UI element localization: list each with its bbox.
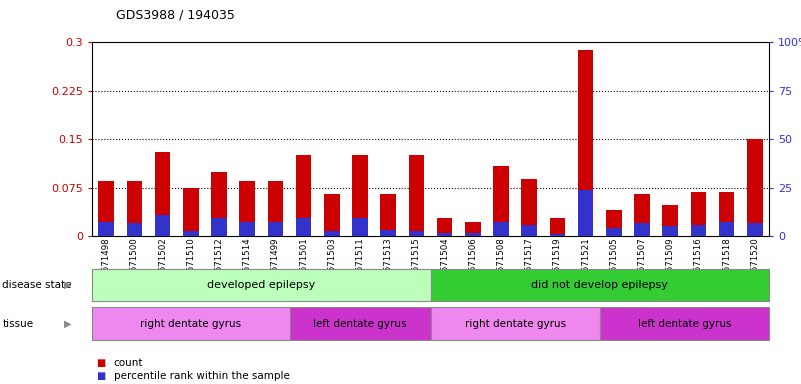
Bar: [239, 181, 255, 236]
Text: did not develop epilepsy: did not develop epilepsy: [531, 280, 668, 290]
Bar: [493, 222, 509, 236]
Bar: [662, 205, 678, 236]
Bar: [409, 156, 425, 236]
Bar: [99, 222, 114, 236]
Bar: [380, 194, 396, 236]
Bar: [578, 190, 594, 236]
Bar: [127, 223, 142, 236]
Bar: [352, 156, 368, 236]
Bar: [719, 222, 735, 236]
Bar: [352, 218, 368, 236]
Text: left dentate gyrus: left dentate gyrus: [638, 318, 731, 329]
Bar: [634, 194, 650, 236]
Bar: [606, 210, 622, 236]
Text: right dentate gyrus: right dentate gyrus: [465, 318, 566, 329]
Bar: [465, 222, 481, 236]
Bar: [578, 50, 594, 236]
Text: tissue: tissue: [2, 318, 34, 329]
Text: percentile rank within the sample: percentile rank within the sample: [114, 371, 290, 381]
Bar: [183, 188, 199, 236]
Bar: [296, 156, 312, 236]
Bar: [409, 231, 425, 236]
Text: count: count: [114, 358, 143, 368]
Bar: [747, 223, 763, 236]
Text: disease state: disease state: [2, 280, 72, 290]
Text: ▶: ▶: [64, 280, 72, 290]
Bar: [549, 218, 566, 236]
Text: developed epilepsy: developed epilepsy: [207, 280, 316, 290]
Bar: [155, 215, 171, 236]
Bar: [127, 181, 142, 236]
Bar: [662, 227, 678, 236]
Bar: [521, 225, 537, 236]
Bar: [493, 166, 509, 236]
Bar: [211, 218, 227, 236]
Bar: [606, 228, 622, 236]
Bar: [690, 192, 706, 236]
Text: left dentate gyrus: left dentate gyrus: [313, 318, 407, 329]
Bar: [155, 152, 171, 236]
Bar: [183, 231, 199, 236]
Bar: [239, 222, 255, 236]
Bar: [380, 230, 396, 236]
Bar: [437, 233, 453, 236]
Bar: [211, 172, 227, 236]
Bar: [296, 218, 312, 236]
Bar: [268, 222, 284, 236]
Bar: [521, 179, 537, 236]
Bar: [719, 192, 735, 236]
Bar: [324, 231, 340, 236]
Bar: [549, 233, 566, 236]
Text: right dentate gyrus: right dentate gyrus: [140, 318, 241, 329]
Text: ▶: ▶: [64, 318, 72, 329]
Bar: [324, 194, 340, 236]
Bar: [437, 218, 453, 236]
Bar: [465, 233, 481, 236]
Text: ■: ■: [96, 371, 106, 381]
Text: GDS3988 / 194035: GDS3988 / 194035: [116, 8, 235, 21]
Bar: [634, 223, 650, 236]
Text: ■: ■: [96, 358, 106, 368]
Bar: [690, 225, 706, 236]
Bar: [268, 181, 284, 236]
Bar: [747, 139, 763, 236]
Bar: [99, 181, 114, 236]
